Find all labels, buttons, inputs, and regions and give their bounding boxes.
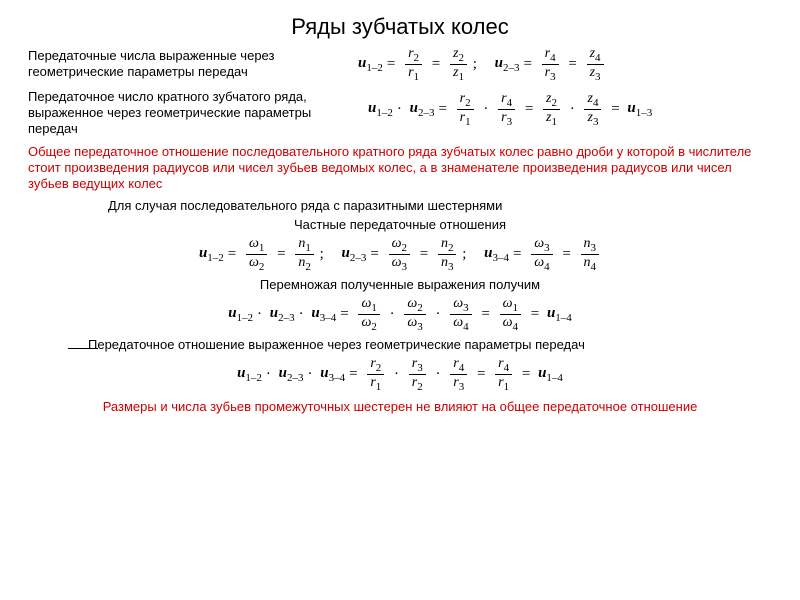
text-red-1: Общее передаточное отношение последовате…: [28, 144, 772, 193]
stray-dash: [68, 348, 98, 349]
text-p3: Для случая последовательного ряда с пара…: [28, 198, 772, 213]
text-p6: Передаточное отношение выраженное через …: [28, 337, 772, 352]
text-p4: Частные передаточные отношения: [28, 217, 772, 232]
text-p1: Передаточные числа выраженные через геом…: [28, 48, 328, 81]
text-red-2: Размеры и числа зубьев промежуточных шес…: [28, 399, 772, 415]
text-p2: Передаточное число кратного зубчатого ря…: [28, 89, 348, 138]
page-root: Ряды зубчатых колес Передаточные числа в…: [0, 0, 800, 600]
row-intro-2: Передаточное число кратного зубчатого ря…: [28, 89, 772, 138]
formula-4: u1–2· u2–3· u3–4= ω1ω2 · ω2ω3 · ω3ω4 = ω…: [28, 296, 772, 333]
formula-2: u1–2· u2–3= r2r1 · r4r3 = z2z1 · z4z3 = …: [368, 91, 652, 128]
row-intro-1: Передаточные числа выраженные через геом…: [28, 48, 772, 83]
formula-3: u1–2= ω1ω2 = n1n2 ; u2–3= ω2ω3 = n2n3 ; …: [28, 236, 772, 273]
text-p5: Перемножая полученные выражения получим: [28, 277, 772, 292]
formula-5: u1–2· u2–3· u3–4= r2r1 · r3r2 · r4r3 = r…: [28, 356, 772, 393]
page-title: Ряды зубчатых колес: [28, 14, 772, 40]
formula-1: u1–2= r2r1 = z2z1 ; u2–3= r4r3 = z4z3: [358, 46, 606, 83]
